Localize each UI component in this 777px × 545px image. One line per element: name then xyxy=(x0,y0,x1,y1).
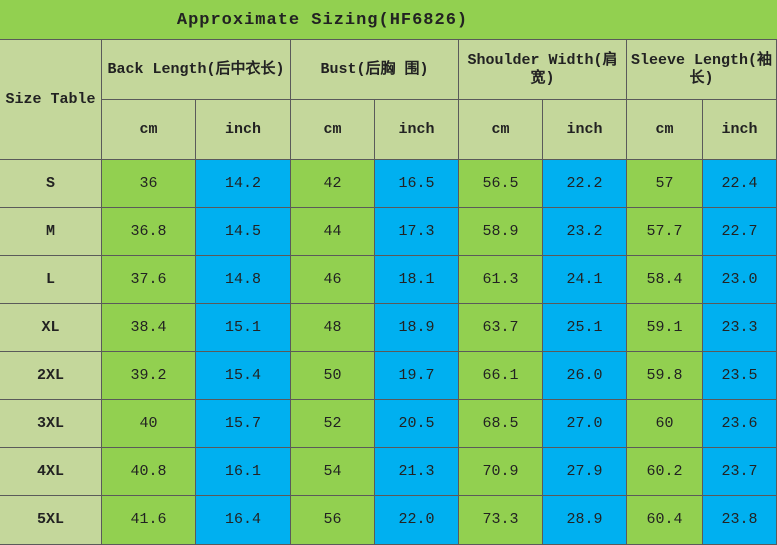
measurement: 23.7 xyxy=(703,448,777,496)
measurement: 20.5 xyxy=(375,400,459,448)
size-label: 4XL xyxy=(0,448,102,496)
measurement: 56 xyxy=(291,496,375,545)
measurement: 60 xyxy=(627,400,703,448)
measurement: 15.4 xyxy=(196,352,291,400)
size-label: 5XL xyxy=(0,496,102,545)
measurement: 58.9 xyxy=(459,208,543,256)
measurement: 26.0 xyxy=(543,352,627,400)
measurement: 59.1 xyxy=(627,304,703,352)
measurement: 18.9 xyxy=(375,304,459,352)
unit-header: cm xyxy=(291,100,375,160)
measurement: 16.4 xyxy=(196,496,291,545)
size-label: S xyxy=(0,160,102,208)
measurement: 24.1 xyxy=(543,256,627,304)
measurement: 25.1 xyxy=(543,304,627,352)
unit-header: inch xyxy=(703,100,777,160)
title-bar xyxy=(0,0,777,40)
measurement: 23.3 xyxy=(703,304,777,352)
measurement: 27.0 xyxy=(543,400,627,448)
measurement: 16.1 xyxy=(196,448,291,496)
size-label: XL xyxy=(0,304,102,352)
measurement: 22.4 xyxy=(703,160,777,208)
size-label: M xyxy=(0,208,102,256)
size-label: 3XL xyxy=(0,400,102,448)
measurement: 23.2 xyxy=(543,208,627,256)
measurement: 48 xyxy=(291,304,375,352)
group-header: Back Length(后中衣长) xyxy=(102,40,291,100)
measurement: 52 xyxy=(291,400,375,448)
measurement: 15.1 xyxy=(196,304,291,352)
measurement: 44 xyxy=(291,208,375,256)
unit-header: cm xyxy=(627,100,703,160)
measurement: 39.2 xyxy=(102,352,196,400)
measurement: 42 xyxy=(291,160,375,208)
measurement: 23.8 xyxy=(703,496,777,545)
measurement: 14.2 xyxy=(196,160,291,208)
measurement: 73.3 xyxy=(459,496,543,545)
measurement: 59.8 xyxy=(627,352,703,400)
measurement: 21.3 xyxy=(375,448,459,496)
unit-header: inch xyxy=(196,100,291,160)
measurement: 66.1 xyxy=(459,352,543,400)
measurement: 37.6 xyxy=(102,256,196,304)
measurement: 17.3 xyxy=(375,208,459,256)
measurement: 56.5 xyxy=(459,160,543,208)
group-header: Bust(后胸 围) xyxy=(291,40,459,100)
measurement: 57 xyxy=(627,160,703,208)
unit-header: inch xyxy=(543,100,627,160)
measurement: 23.5 xyxy=(703,352,777,400)
measurement: 38.4 xyxy=(102,304,196,352)
measurement: 14.8 xyxy=(196,256,291,304)
measurement: 40.8 xyxy=(102,448,196,496)
measurement: 41.6 xyxy=(102,496,196,545)
measurement: 14.5 xyxy=(196,208,291,256)
size-label: L xyxy=(0,256,102,304)
measurement: 23.6 xyxy=(703,400,777,448)
measurement: 57.7 xyxy=(627,208,703,256)
measurement: 22.2 xyxy=(543,160,627,208)
unit-header: inch xyxy=(375,100,459,160)
corner-header: Size Table xyxy=(0,40,102,160)
measurement: 61.3 xyxy=(459,256,543,304)
measurement: 19.7 xyxy=(375,352,459,400)
measurement: 18.1 xyxy=(375,256,459,304)
measurement: 22.0 xyxy=(375,496,459,545)
measurement: 60.4 xyxy=(627,496,703,545)
size-label: 2XL xyxy=(0,352,102,400)
measurement: 16.5 xyxy=(375,160,459,208)
unit-header: cm xyxy=(102,100,196,160)
group-header: Shoulder Width(肩宽) xyxy=(459,40,627,100)
measurement: 70.9 xyxy=(459,448,543,496)
group-header: Sleeve Length(袖长) xyxy=(627,40,777,100)
measurement: 46 xyxy=(291,256,375,304)
measurement: 63.7 xyxy=(459,304,543,352)
measurement: 23.0 xyxy=(703,256,777,304)
measurement: 58.4 xyxy=(627,256,703,304)
measurement: 36.8 xyxy=(102,208,196,256)
measurement: 28.9 xyxy=(543,496,627,545)
measurement: 54 xyxy=(291,448,375,496)
measurement: 40 xyxy=(102,400,196,448)
measurement: 60.2 xyxy=(627,448,703,496)
measurement: 50 xyxy=(291,352,375,400)
measurement: 36 xyxy=(102,160,196,208)
title: Approximate Sizing(HF6826) xyxy=(0,0,645,41)
measurement: 22.7 xyxy=(703,208,777,256)
measurement: 15.7 xyxy=(196,400,291,448)
measurement: 27.9 xyxy=(543,448,627,496)
unit-header: cm xyxy=(459,100,543,160)
measurement: 68.5 xyxy=(459,400,543,448)
